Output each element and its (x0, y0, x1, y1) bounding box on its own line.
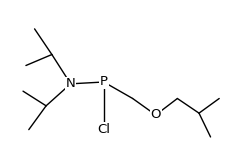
Text: N: N (66, 77, 75, 90)
Text: P: P (100, 75, 108, 89)
Text: O: O (151, 108, 161, 122)
Text: Cl: Cl (97, 123, 110, 136)
